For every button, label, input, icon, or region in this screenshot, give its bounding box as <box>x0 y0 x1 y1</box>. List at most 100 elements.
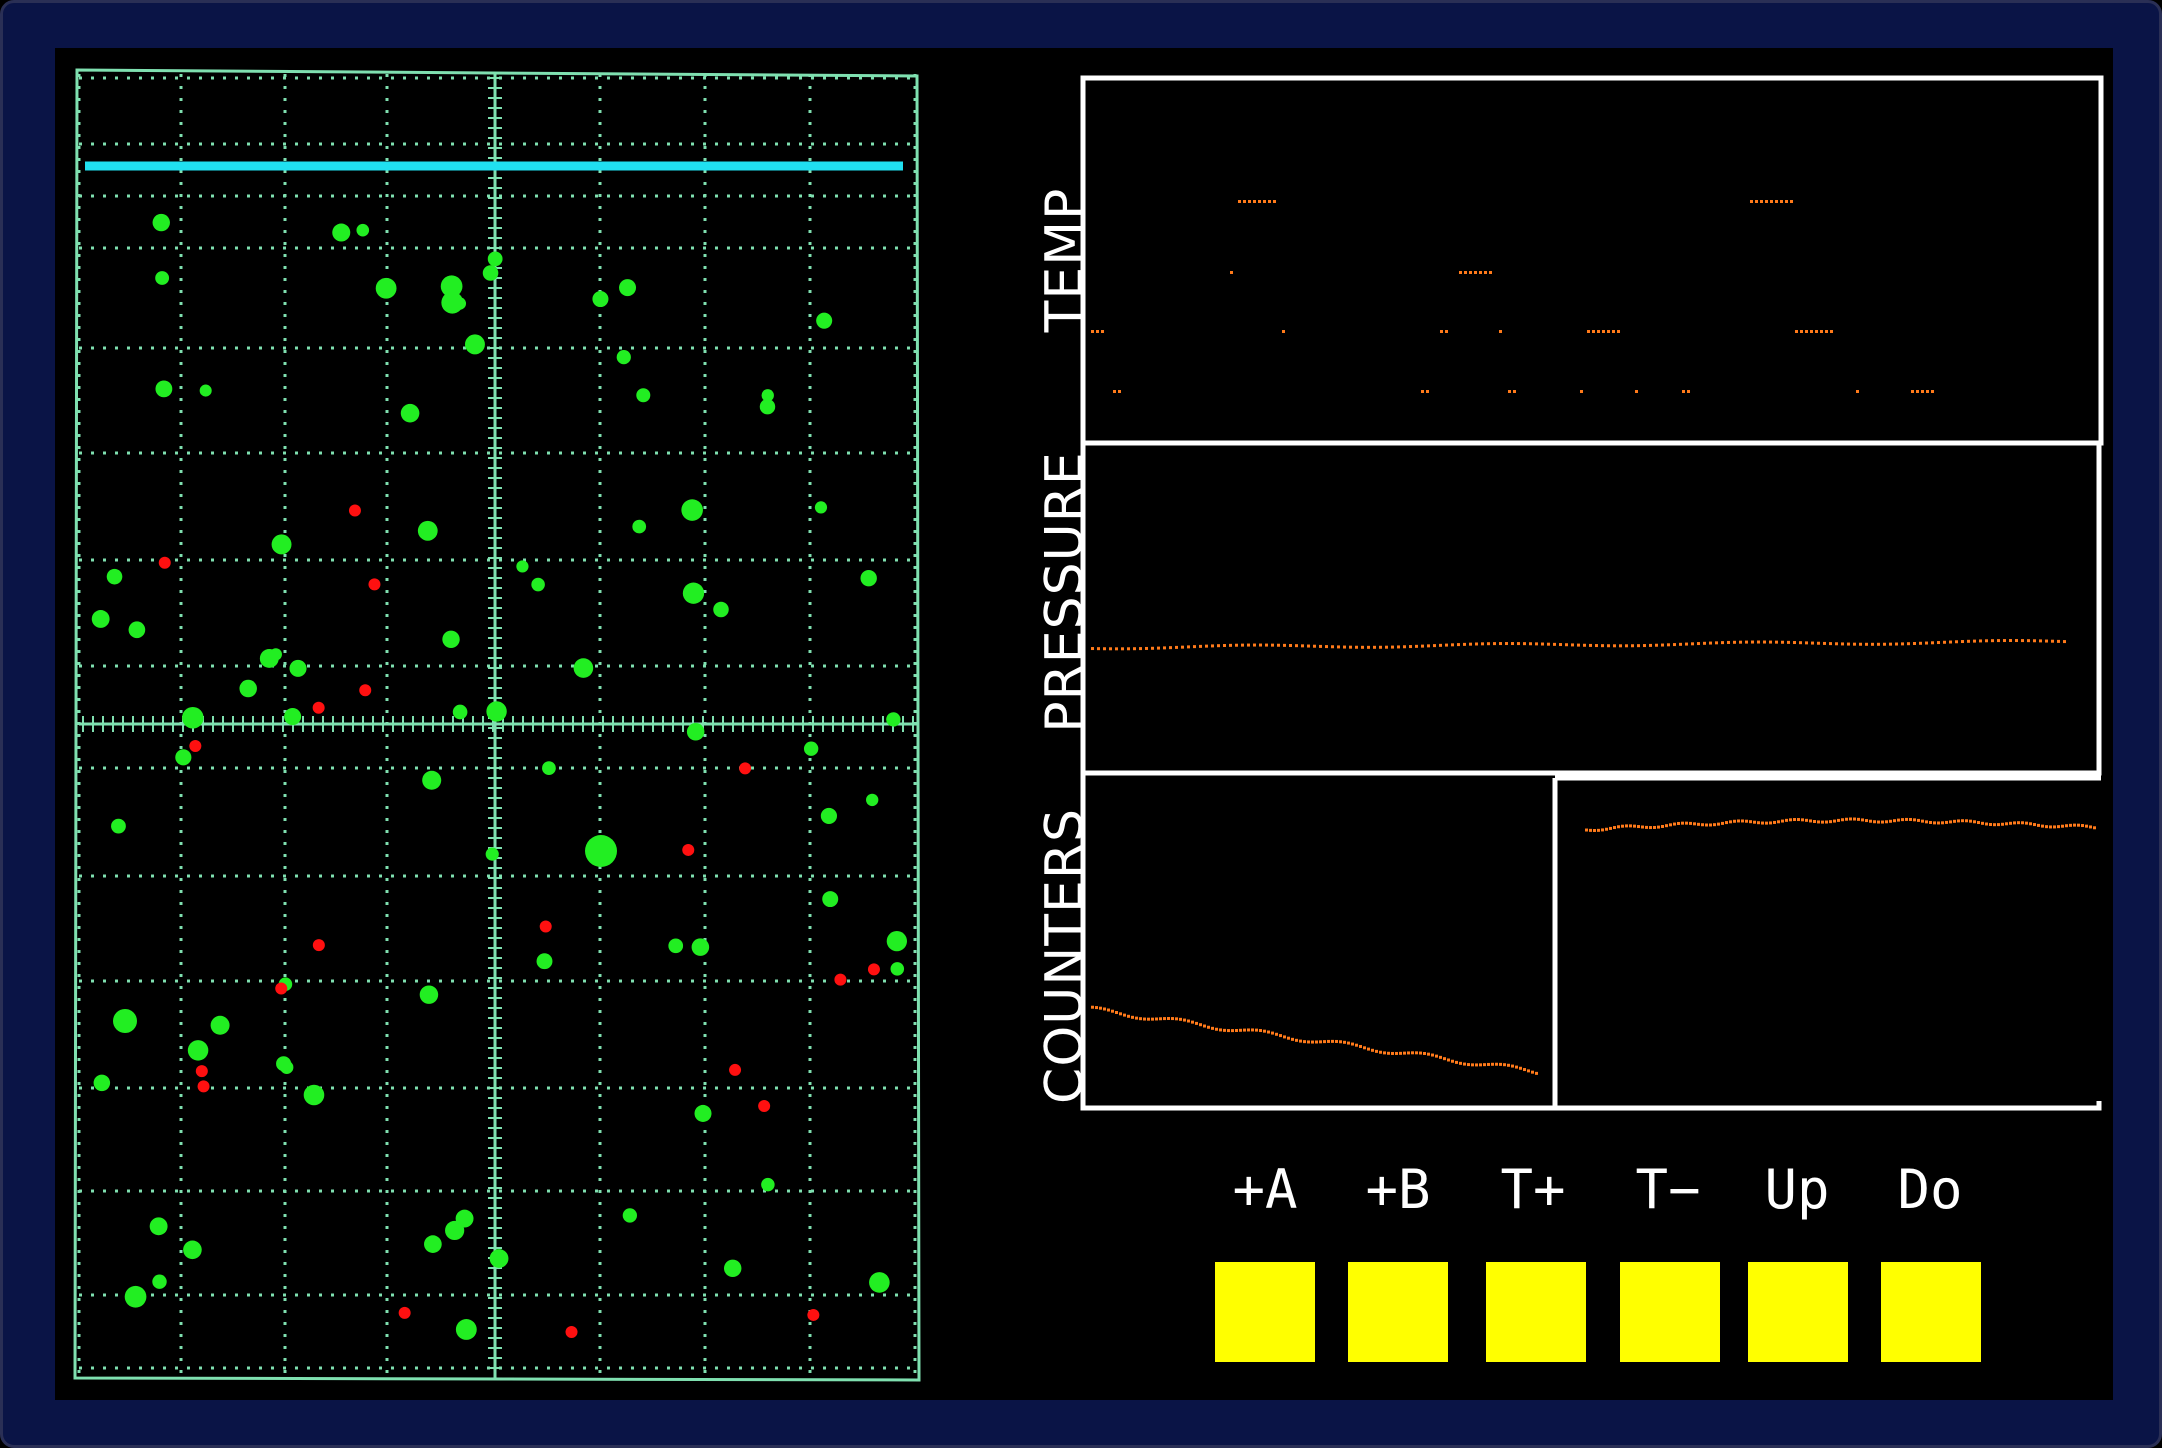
up-label: Up <box>1764 1158 1830 1221</box>
counter-a-point <box>1335 1039 1338 1043</box>
counter-b-point <box>2057 825 2060 829</box>
temp-point <box>1113 390 1116 393</box>
temp-point <box>1815 330 1818 333</box>
counter-a-point <box>1375 1049 1378 1053</box>
counter-b-point <box>1661 824 1664 828</box>
temp-point <box>1617 330 1620 333</box>
particle-green <box>632 519 647 534</box>
particle-green <box>585 835 617 867</box>
pressure-point <box>1775 640 1778 644</box>
pressure-point <box>1121 647 1124 651</box>
particle-green <box>542 761 556 775</box>
counter-a-point <box>1175 1017 1178 1021</box>
counter-a-point <box>1343 1040 1346 1044</box>
particle-green <box>199 384 212 397</box>
particle-green <box>152 213 170 232</box>
particle-green <box>814 501 828 514</box>
particle-green <box>816 312 833 329</box>
pressure-point <box>1277 643 1280 647</box>
particle-green <box>820 807 838 825</box>
add-a-button[interactable] <box>1215 1262 1315 1362</box>
counter-a-point <box>1167 1017 1170 1021</box>
pressure-point <box>1319 644 1322 648</box>
counter-b-point <box>2073 823 2076 827</box>
piston-up-button[interactable] <box>1748 1262 1848 1362</box>
counter-b-point <box>1685 821 1688 825</box>
counter-b-point <box>1805 818 1808 822</box>
particle-green <box>686 723 705 741</box>
counter-a-point <box>1455 1060 1458 1064</box>
pressure-point <box>2015 639 2018 643</box>
particle-green <box>155 380 173 398</box>
particle-green <box>536 953 553 970</box>
counter-b-point <box>1601 828 1604 832</box>
counter-b-point <box>1993 823 1996 827</box>
temp-point <box>1230 271 1233 274</box>
counter-a-point <box>1403 1051 1406 1055</box>
counter-a-point <box>1291 1037 1294 1041</box>
counter-b-point <box>1837 818 1840 822</box>
particle-red <box>359 684 372 697</box>
pressure-point <box>1799 641 1802 645</box>
pressure-point <box>1511 642 1514 646</box>
particle-green <box>681 499 703 521</box>
pressure-point <box>1115 647 1118 651</box>
counter-a-point <box>1511 1064 1514 1068</box>
counter-b-point <box>1945 820 1948 824</box>
gas-chamber <box>73 68 921 1382</box>
particle-green <box>487 251 503 267</box>
pressure-point <box>2033 639 2036 643</box>
counter-a-point <box>1139 1017 1142 1021</box>
counter-a-panel <box>1080 773 1558 1111</box>
particle-green <box>713 601 729 618</box>
particle-green <box>803 741 819 756</box>
pressure-point <box>1163 646 1166 650</box>
pressure-point <box>1781 640 1784 644</box>
counter-b-point <box>1933 821 1936 825</box>
counter-a-point <box>1119 1012 1122 1016</box>
temp-point <box>1268 200 1271 203</box>
temp-point <box>1513 390 1516 393</box>
particle-green <box>332 223 351 242</box>
particle-red <box>312 939 325 952</box>
pressure-point <box>1367 645 1370 649</box>
display-svg <box>73 68 2104 1382</box>
counter-b-point <box>2085 824 2088 828</box>
counter-a-point <box>1183 1018 1186 1022</box>
counter-a-point <box>1099 1006 1102 1010</box>
counter-b-point <box>2061 824 2064 828</box>
pressure-point <box>1241 643 1244 647</box>
counter-b-point <box>1657 825 1660 829</box>
pressure-point <box>1979 639 1982 643</box>
pressure-point <box>1925 641 1928 645</box>
counter-b-point <box>2045 825 2048 829</box>
counter-a-point <box>1275 1032 1278 1036</box>
pressure-point <box>1151 646 1154 650</box>
counter-a-point <box>1439 1055 1442 1059</box>
counter-b-point <box>2049 825 2052 829</box>
pressure-point <box>1931 641 1934 645</box>
add-b-button[interactable] <box>1348 1262 1448 1362</box>
particle-green <box>485 847 499 861</box>
piston-down-button[interactable] <box>1881 1262 1981 1362</box>
counter-a-point <box>1263 1029 1266 1033</box>
pressure-point <box>1865 642 1868 646</box>
counter-a-point <box>1379 1050 1382 1054</box>
pressure-point <box>1745 640 1748 644</box>
counter-a-point <box>1235 1028 1238 1032</box>
counter-a-point <box>1155 1017 1158 1021</box>
pressure-point <box>1499 642 1502 646</box>
temp-down-button[interactable] <box>1620 1262 1720 1362</box>
pressure-point <box>1385 645 1388 649</box>
counter-a-point <box>1515 1065 1518 1069</box>
counter-b-point <box>1821 820 1824 824</box>
temp-point <box>1238 200 1241 203</box>
counter-b-point <box>1701 823 1704 827</box>
counter-a-point <box>1339 1040 1342 1044</box>
particle-green <box>440 275 463 298</box>
temp-point <box>1091 330 1094 333</box>
counter-b-point <box>1985 822 1988 826</box>
temp-up-button[interactable] <box>1486 1262 1586 1362</box>
counter-a-point <box>1347 1041 1350 1045</box>
pressure-point <box>1439 643 1442 647</box>
